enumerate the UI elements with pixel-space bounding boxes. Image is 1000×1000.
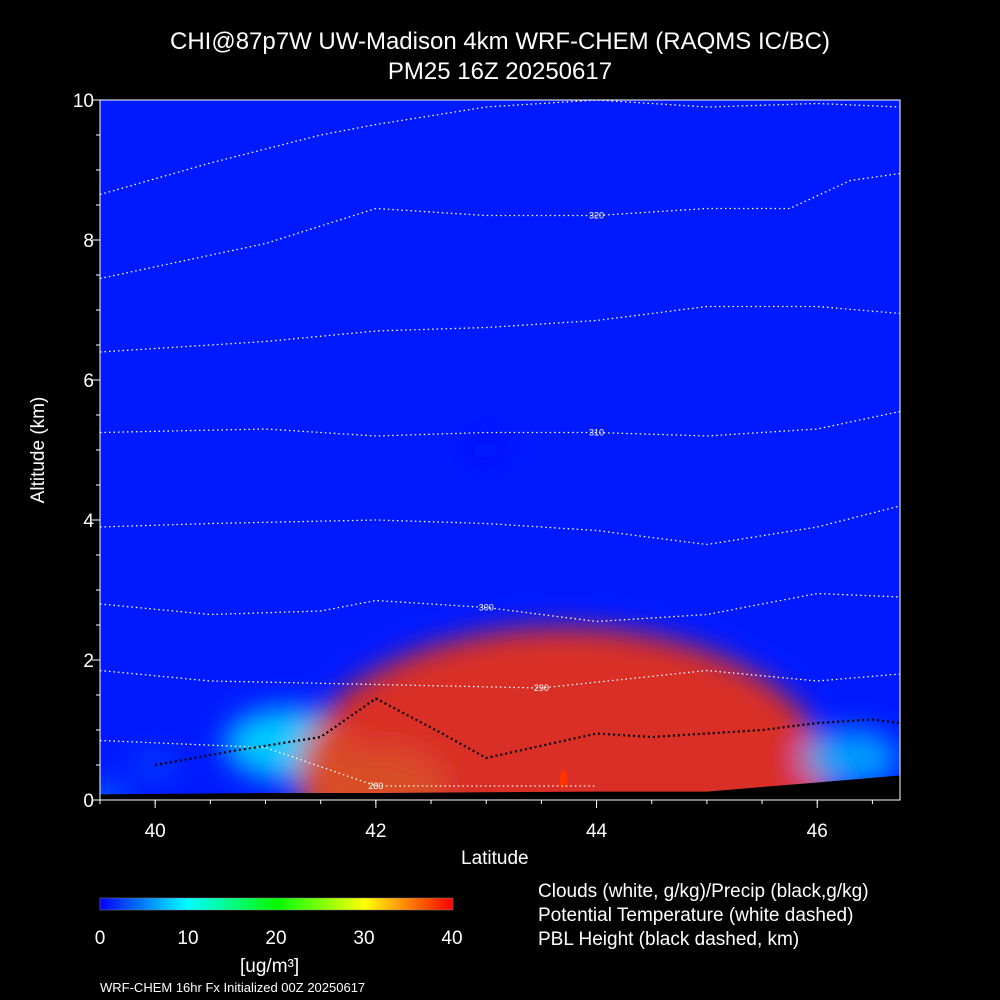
y-tick-label: 6	[83, 371, 94, 392]
y-tick-label: 4	[83, 511, 94, 532]
theta-contour-label: 300	[479, 603, 494, 613]
colorbar-tick: 40	[441, 928, 463, 949]
theta-contour-label: 310	[589, 428, 604, 438]
chart-subtitle: PM25 16Z 20250617	[387, 58, 613, 85]
theta-contour	[100, 669, 900, 689]
colorbar-units: [ug/m³]	[240, 956, 300, 977]
chart-title: CHI@87p7W UW-Madison 4km WRF-CHEM (RAQMS…	[170, 28, 830, 55]
theta-contour-label: 280	[368, 781, 383, 791]
pm25-blob	[297, 627, 830, 800]
y-tick-label: 0	[83, 791, 94, 812]
x-tick-label: 42	[365, 821, 386, 842]
colorbar-tick: 0	[94, 928, 106, 949]
x-tick-label: 44	[586, 821, 608, 842]
theta-contour	[100, 305, 900, 353]
theta-contour	[100, 505, 900, 546]
x-tick-label: 40	[145, 821, 166, 842]
legend-clouds: Clouds (white, g/kg)/Precip (black,g/kg)	[538, 881, 869, 902]
y-tick-label: 8	[83, 231, 94, 252]
pm25-blob	[134, 753, 177, 777]
colorbar-tick: 30	[353, 928, 375, 949]
y-tick-label: 10	[73, 91, 94, 112]
theta-contour-label: 290	[534, 683, 549, 693]
colorbar-tick: 20	[265, 928, 287, 949]
theta-contour	[100, 172, 900, 280]
x-tick-label: 46	[807, 821, 828, 842]
x-axis-label: Latitude	[461, 848, 529, 869]
y-axis-label: Altitude (km)	[28, 397, 49, 504]
legend-pbl-height: PBL Height (black dashed, km)	[538, 929, 800, 950]
terrain	[100, 775, 900, 800]
theta-contour-label: 320	[589, 211, 604, 221]
pm25-hotspot	[559, 770, 568, 788]
colorbar	[99, 897, 454, 911]
y-tick-label: 2	[83, 651, 94, 672]
legend-potential-temperature: Potential Temperature (white dashed)	[538, 905, 854, 926]
theta-contour	[100, 100, 900, 196]
theta-contour	[100, 592, 900, 623]
pm25-blob	[466, 438, 507, 462]
theta-contour	[100, 410, 900, 437]
pm25-blob	[801, 730, 900, 786]
colorbar-tick: 10	[177, 928, 199, 949]
pm25-field: 280 290 300 310 320	[100, 100, 900, 800]
footer-note: WRF-CHEM 16hr Fx Initialized 00Z 2025061…	[100, 980, 366, 995]
